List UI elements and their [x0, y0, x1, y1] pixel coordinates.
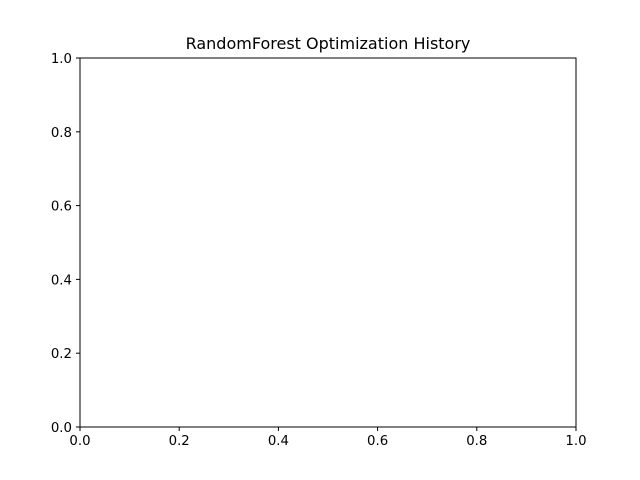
- y-tick-label: 0.0: [51, 421, 72, 436]
- x-tick-label: 0.4: [268, 434, 289, 449]
- plot-area: [79, 57, 577, 428]
- x-tick-label: 0.2: [169, 434, 190, 449]
- x-tick-label: 0.8: [466, 434, 487, 449]
- chart-title: RandomForest Optimization History: [186, 34, 471, 53]
- y-tick-label: 1.0: [51, 52, 72, 67]
- y-tick-label: 0.8: [51, 126, 72, 141]
- y-axis: 0.0 0.2 0.4 0.6 0.8 1.0: [51, 52, 80, 436]
- x-axis: 0.0 0.2 0.4 0.6 0.8 1.0: [69, 427, 587, 449]
- y-tick-label: 0.4: [51, 273, 72, 288]
- x-tick-label: 0.0: [69, 434, 90, 449]
- y-tick-label: 0.2: [51, 347, 72, 362]
- x-tick-label: 1.0: [565, 434, 586, 449]
- x-tick-label: 0.6: [367, 434, 388, 449]
- y-tick-label: 0.6: [51, 200, 72, 215]
